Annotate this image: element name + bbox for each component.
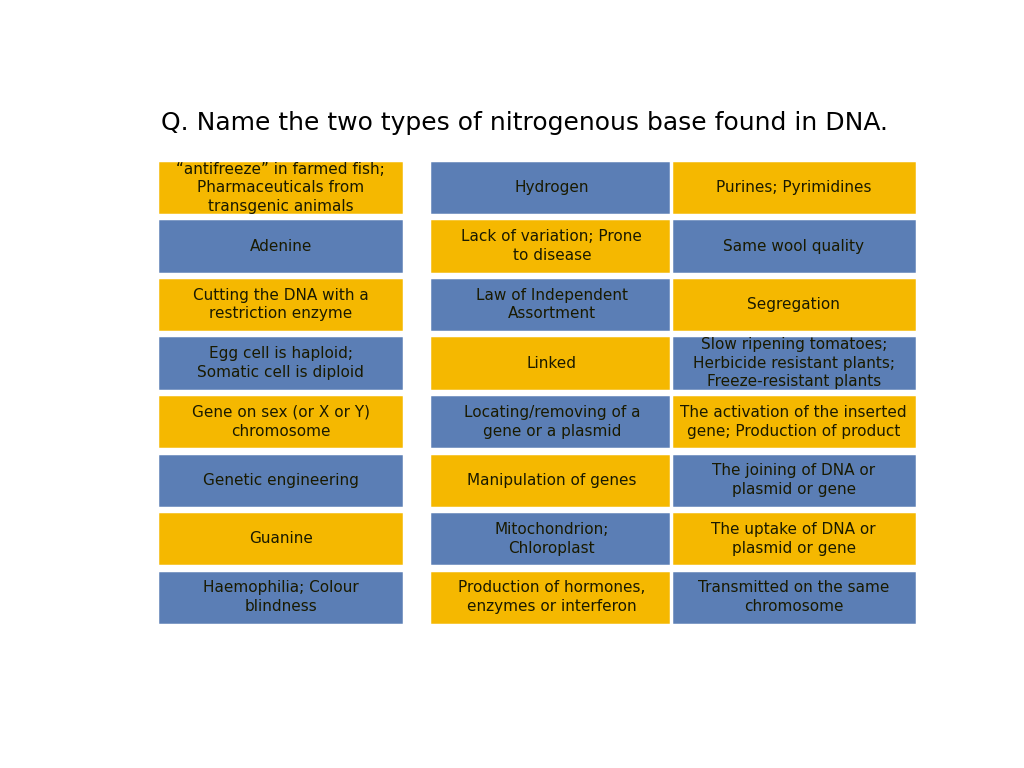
FancyBboxPatch shape — [158, 452, 403, 508]
Text: Lack of variation; Prone
to disease: Lack of variation; Prone to disease — [462, 230, 642, 263]
Text: The activation of the inserted
gene; Production of product: The activation of the inserted gene; Pro… — [680, 405, 907, 439]
Text: Locating/removing of a
gene or a plasmid: Locating/removing of a gene or a plasmid — [464, 405, 640, 439]
Text: Genetic engineering: Genetic engineering — [203, 473, 358, 488]
Text: Adenine: Adenine — [250, 239, 312, 253]
Text: Purines; Pyrimidines: Purines; Pyrimidines — [716, 180, 871, 195]
Text: The joining of DNA or
plasmid or gene: The joining of DNA or plasmid or gene — [712, 463, 876, 497]
Text: Slow ripening tomatoes;
Herbicide resistant plants;
Freeze-resistant plants: Slow ripening tomatoes; Herbicide resist… — [692, 337, 895, 389]
Text: Cutting the DNA with a
restriction enzyme: Cutting the DNA with a restriction enzym… — [193, 288, 369, 322]
FancyBboxPatch shape — [158, 394, 403, 449]
Text: The uptake of DNA or
plasmid or gene: The uptake of DNA or plasmid or gene — [712, 522, 877, 555]
Text: Gene on sex (or X or Y)
chromosome: Gene on sex (or X or Y) chromosome — [191, 405, 370, 439]
Text: Production of hormones,
enzymes or interferon: Production of hormones, enzymes or inter… — [458, 581, 645, 614]
Text: Manipulation of genes: Manipulation of genes — [467, 473, 637, 488]
FancyBboxPatch shape — [671, 570, 916, 625]
Text: Egg cell is haploid;
Somatic cell is diploid: Egg cell is haploid; Somatic cell is dip… — [198, 346, 365, 380]
FancyBboxPatch shape — [158, 570, 403, 625]
FancyBboxPatch shape — [429, 336, 675, 391]
FancyBboxPatch shape — [158, 218, 403, 274]
Text: Mitochondrion;
Chloroplast: Mitochondrion; Chloroplast — [495, 522, 609, 555]
FancyBboxPatch shape — [429, 570, 675, 625]
FancyBboxPatch shape — [671, 511, 916, 567]
FancyBboxPatch shape — [671, 160, 916, 215]
FancyBboxPatch shape — [158, 160, 403, 215]
FancyBboxPatch shape — [429, 277, 675, 333]
FancyBboxPatch shape — [429, 218, 675, 274]
Text: Segregation: Segregation — [748, 297, 840, 312]
FancyBboxPatch shape — [671, 394, 916, 449]
FancyBboxPatch shape — [671, 218, 916, 274]
Text: Q. Name the two types of nitrogenous base found in DNA.: Q. Name the two types of nitrogenous bas… — [162, 111, 888, 135]
FancyBboxPatch shape — [429, 511, 675, 567]
Text: Hydrogen: Hydrogen — [515, 180, 589, 195]
Text: “antifreeze” in farmed fish;
Pharmaceuticals from
transgenic animals: “antifreeze” in farmed fish; Pharmaceuti… — [176, 161, 385, 214]
FancyBboxPatch shape — [429, 452, 675, 508]
Text: Linked: Linked — [527, 356, 577, 371]
FancyBboxPatch shape — [671, 336, 916, 391]
FancyBboxPatch shape — [158, 511, 403, 567]
Text: Same wool quality: Same wool quality — [723, 239, 864, 253]
FancyBboxPatch shape — [671, 452, 916, 508]
Text: Law of Independent
Assortment: Law of Independent Assortment — [476, 288, 628, 322]
FancyBboxPatch shape — [671, 277, 916, 333]
FancyBboxPatch shape — [429, 394, 675, 449]
Text: Guanine: Guanine — [249, 531, 312, 546]
FancyBboxPatch shape — [158, 336, 403, 391]
FancyBboxPatch shape — [158, 277, 403, 333]
Text: Transmitted on the same
chromosome: Transmitted on the same chromosome — [698, 581, 890, 614]
Text: Haemophilia; Colour
blindness: Haemophilia; Colour blindness — [203, 581, 358, 614]
FancyBboxPatch shape — [429, 160, 675, 215]
